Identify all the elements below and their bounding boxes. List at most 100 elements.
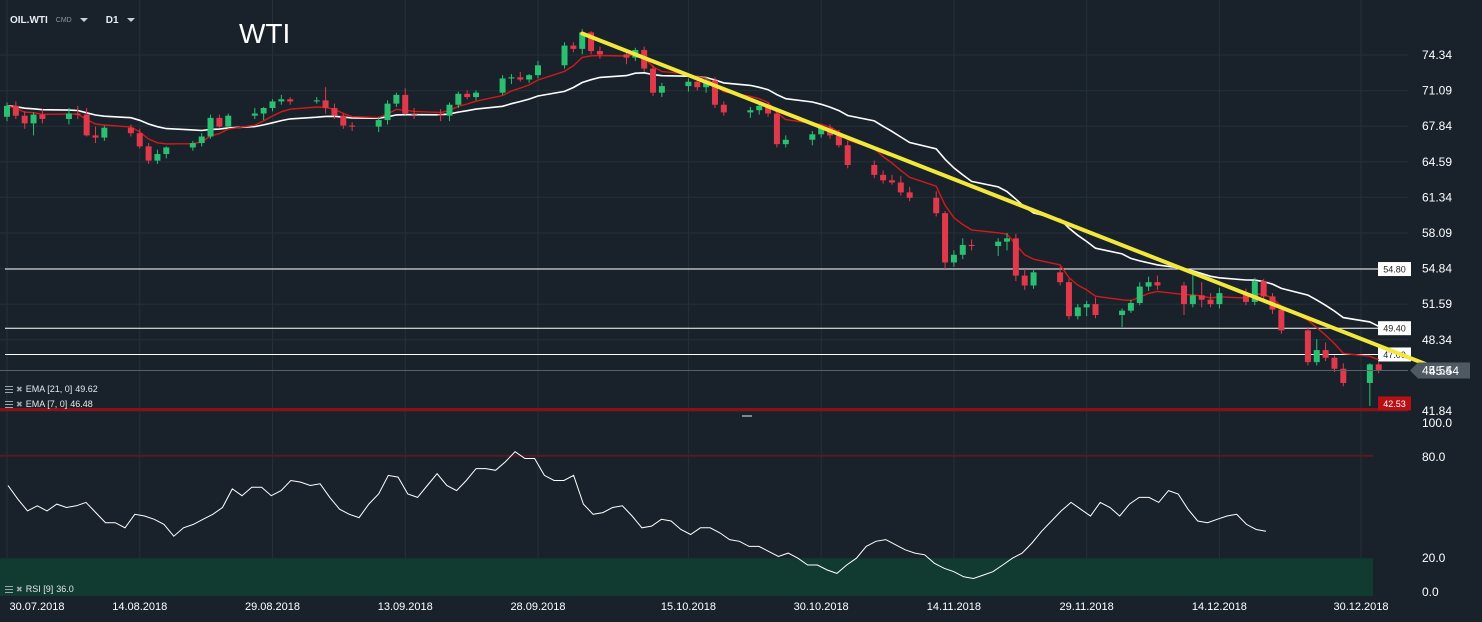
candle-body <box>579 32 586 49</box>
candle-body <box>1216 293 1223 305</box>
level-label-box <box>1378 321 1411 336</box>
chart-title: WTI <box>239 18 291 49</box>
candle-body <box>720 104 727 113</box>
candle-body <box>136 133 143 147</box>
candle-body <box>375 120 382 127</box>
level-label: 49.40 <box>1383 324 1406 334</box>
close-icon[interactable]: ✖ <box>16 384 23 394</box>
close-icon[interactable]: ✖ <box>16 584 23 594</box>
candle-body <box>809 134 816 140</box>
ema21-line <box>6 71 1380 328</box>
indicator-settings-icon[interactable] <box>5 400 13 408</box>
candle-body <box>570 45 577 49</box>
candle-body <box>30 114 37 124</box>
candle-body <box>950 254 957 263</box>
candle-body <box>765 105 772 114</box>
candle-body <box>1366 364 1373 383</box>
candle-body <box>278 99 285 102</box>
candle-body <box>1322 350 1329 358</box>
candle-body <box>216 117 223 127</box>
ema7-value: 46.48 <box>70 399 93 409</box>
candle-body <box>1127 302 1134 311</box>
indicator-settings-icon[interactable] <box>5 585 13 593</box>
candle-body <box>588 32 595 52</box>
candle-body <box>818 127 825 135</box>
current-price-marker <box>1410 362 1470 379</box>
price-tick-label: 67.84 <box>1422 119 1452 133</box>
candle-body <box>189 143 196 148</box>
price-tick-label: 58.09 <box>1422 226 1452 240</box>
rsi-tick-label: 0.0 <box>1422 585 1439 599</box>
rsi-name: RSI [9] <box>25 584 54 594</box>
candle-body <box>1340 368 1347 383</box>
candle-body <box>446 104 453 116</box>
date-tick-label: 13.09.2018 <box>378 601 433 613</box>
candle-body <box>1083 304 1090 308</box>
panel-resize-handle[interactable] <box>742 415 752 417</box>
candle-body <box>1375 364 1382 371</box>
timeframe-label[interactable]: D1 <box>105 14 119 26</box>
candle-body <box>331 108 338 116</box>
price-tick-label: 45.54 <box>1422 363 1452 377</box>
rsi-line <box>7 451 1267 580</box>
candle-body <box>1030 272 1037 286</box>
legend-rsi: ✖ RSI [9] 36.0 <box>5 584 74 594</box>
candle-body <box>455 93 462 105</box>
candle-body <box>1092 304 1099 316</box>
price-tick-label: 48.34 <box>1422 333 1452 347</box>
candle-body <box>1145 282 1152 287</box>
candle-body <box>207 117 214 137</box>
candle-body <box>313 100 320 102</box>
grid-lines <box>0 0 1408 596</box>
rsi-tick-label: 100.0 <box>1422 416 1452 430</box>
legend-ema7: ✖ EMA [7, 0] 46.48 <box>5 399 93 409</box>
ema7-line <box>6 53 1379 361</box>
candle-body <box>968 244 975 247</box>
candle-body <box>906 192 913 198</box>
candle-body <box>349 125 356 127</box>
candle-body <box>1198 295 1205 300</box>
downtrend-line <box>580 31 1434 369</box>
candle-body <box>959 244 966 255</box>
price-tick-label: 74.34 <box>1422 48 1452 62</box>
date-tick-label: 30.10.2018 <box>794 601 849 613</box>
candle-body <box>756 105 763 111</box>
candle-body <box>322 100 329 109</box>
candle-body <box>251 113 258 116</box>
timeframe-dropdown-icon[interactable] <box>126 18 135 22</box>
candles <box>4 29 1382 406</box>
candle-body <box>561 45 568 66</box>
date-tick-label: 14.11.2018 <box>927 601 981 613</box>
indicator-settings-icon[interactable] <box>5 385 13 393</box>
candle-body <box>4 105 10 117</box>
candle-body <box>1012 238 1019 276</box>
candle-body <box>154 154 161 161</box>
current-price-label: 45.54 <box>1429 364 1459 378</box>
candle-body <box>437 114 444 116</box>
symbol-label[interactable]: OIL.WTI <box>10 14 48 26</box>
candle-body <box>685 81 692 87</box>
candle-body <box>92 135 99 138</box>
close-icon[interactable]: ✖ <box>16 399 23 409</box>
level-label: 54.80 <box>1383 265 1406 275</box>
candle-body <box>897 182 904 193</box>
symbol-dropdown-icon[interactable] <box>79 18 88 22</box>
candle-body <box>473 92 480 98</box>
candle-body <box>83 114 90 136</box>
candle-body <box>1181 285 1188 305</box>
candle-body <box>1057 272 1064 283</box>
candle-body <box>995 241 1002 247</box>
candle-body <box>1021 275 1028 286</box>
candle-body <box>225 115 232 127</box>
candle-body <box>871 164 878 175</box>
date-tick-label: 14.08.2018 <box>112 601 167 613</box>
candle-body <box>517 77 524 80</box>
date-tick-label: 15.10.2018 <box>661 601 716 613</box>
price-tick-label: 64.59 <box>1422 155 1452 169</box>
panel-separator <box>0 408 1408 411</box>
candle-body <box>1251 281 1258 302</box>
rsi-value: 36.0 <box>56 584 74 594</box>
candle-body <box>1331 357 1338 369</box>
candle-body <box>880 174 887 181</box>
